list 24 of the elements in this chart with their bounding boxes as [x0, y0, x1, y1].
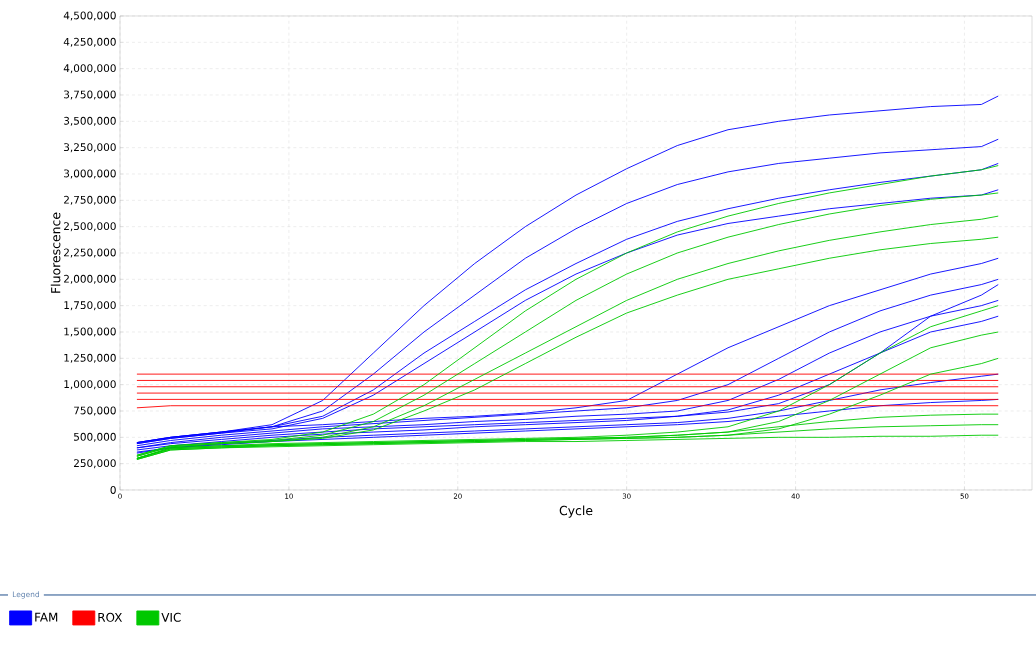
y-tick-label: 4,500,000 — [63, 11, 116, 21]
x-axis-title: Cycle — [559, 505, 593, 518]
y-tick-label: 1,250,000 — [64, 353, 116, 363]
y-tick-label: 3,000,000 — [64, 169, 116, 179]
y-tick-label: 2,250,000 — [64, 248, 116, 258]
y-tick-label: 3,750,000 — [64, 90, 116, 100]
y-tick-label: 250,000 — [74, 459, 116, 469]
y-tick-label: 3,500,000 — [64, 116, 116, 126]
y-tick-label: 750,000 — [74, 406, 116, 416]
y-tick-label: 2,500,000 — [64, 222, 116, 232]
y-tick-label: 2,000,000 — [64, 274, 116, 284]
y-axis-title: Fluorescence — [50, 212, 61, 293]
legend-label: ROX — [98, 612, 123, 622]
y-tick-label: 4,250,000 — [63, 37, 116, 47]
legend-label: FAM — [35, 612, 58, 622]
y-tick-label: 2,750,000 — [64, 195, 116, 205]
y-tick-label: 1,000,000 — [64, 380, 116, 390]
y-tick-label: 1,750,000 — [64, 301, 116, 311]
y-tick-label: 0 — [110, 486, 116, 494]
y-tick-label: 500,000 — [74, 432, 116, 442]
y-tick-label: 4,000,000 — [63, 64, 116, 74]
y-tick-label: 1,500,000 — [64, 327, 116, 337]
legend-label: VIC — [161, 612, 181, 622]
y-tick-label: 3,250,000 — [64, 143, 116, 153]
